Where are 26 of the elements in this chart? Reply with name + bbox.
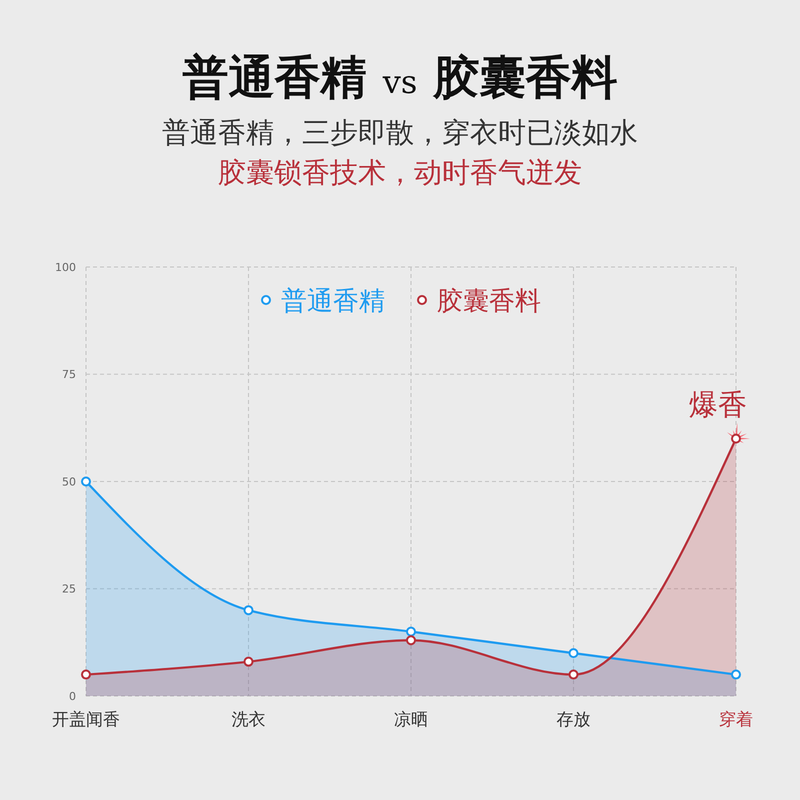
point — [244, 656, 254, 667]
point — [406, 626, 416, 637]
point — [81, 670, 91, 680]
point — [568, 670, 578, 680]
y-tick-label: 0 — [69, 690, 76, 703]
point — [406, 635, 416, 646]
point — [731, 670, 741, 680]
text: 胶囊锁香技术，动时香气迸发 — [218, 156, 582, 189]
annotation: 爆香 — [689, 388, 747, 422]
legend-label: 胶囊香料 — [437, 286, 541, 316]
point — [244, 605, 254, 616]
point — [731, 434, 741, 444]
point — [568, 648, 578, 658]
x-tick-label: 凉晒 — [394, 710, 428, 730]
y-tick-label: 100 — [55, 260, 76, 274]
x-tick-label: 穿着 — [719, 710, 753, 730]
point — [81, 476, 91, 486]
x-tick-label: 洗衣 — [232, 710, 266, 730]
chart-subtitle: 普通香精，三步即散，穿衣时已淡如水 — [162, 116, 638, 149]
legend-label: 普通香精 — [281, 286, 385, 316]
chart-title: 普通香精 vs 胶囊香料 — [182, 50, 618, 104]
x-tick-label: 存放 — [556, 710, 590, 730]
y-tick-label: 75 — [62, 368, 76, 382]
y-tick-label: 50 — [62, 475, 76, 488]
x-tick-label: 开盖闻香 — [52, 710, 120, 730]
y-tick-label: 25 — [62, 582, 76, 596]
